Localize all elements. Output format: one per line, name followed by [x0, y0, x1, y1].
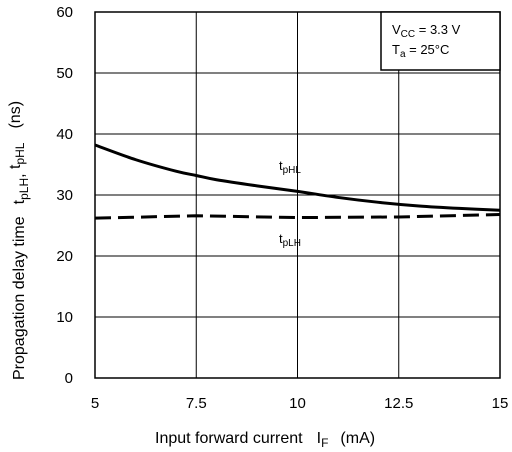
series-label-main: t	[279, 158, 283, 173]
y-axis-label-subscript: pLH	[17, 178, 31, 200]
y-tick-label: 40	[56, 126, 73, 143]
condition-subscript: a	[400, 49, 406, 60]
x-tick-label: 15	[492, 395, 509, 412]
y-tick-label: 50	[56, 65, 73, 82]
x-tick-label: 7.5	[186, 395, 207, 412]
y-tick-labels: 0 10 20 30 40 50 60	[56, 4, 73, 387]
series-line-tpHL	[94, 143, 501, 212]
x-axis-label-subscript: F	[321, 436, 328, 450]
y-axis-label-unit: (ns)	[7, 101, 24, 129]
y-axis-label-main: Propagation delay time	[11, 216, 28, 380]
series-label-tpLH: tpLH	[279, 231, 301, 249]
series-label-main: t	[279, 231, 283, 246]
condition-value: = 25°C	[406, 42, 450, 57]
y-axis-label-symbol: t	[7, 164, 24, 169]
plot-frame	[94, 11, 501, 379]
condition-text: VCC = 3.3 V	[392, 22, 461, 40]
condition-subscript: CC	[401, 29, 415, 40]
condition-symbol: V	[392, 22, 401, 37]
series-label-sub: pLH	[283, 238, 301, 249]
condition-symbol: T	[392, 42, 400, 57]
x-axis-label-symbol: I	[317, 430, 321, 447]
grid-lines	[95, 12, 500, 378]
condition-text: Ta = 25°C	[392, 42, 449, 60]
y-axis-label-subscript: pHL	[13, 142, 27, 164]
condition-value: = 3.3 V	[415, 22, 460, 37]
y-tick-label: 60	[56, 4, 73, 21]
y-tick-label: 0	[65, 370, 73, 387]
y-axis-label-text: Propagation delay timetpLH, tpHL(ns)	[7, 101, 31, 380]
x-axis-label: Input forward current IF (mA)	[155, 430, 375, 450]
y-axis-label-symbol: ,	[11, 169, 28, 178]
x-tick-label: 5	[91, 395, 99, 412]
series-line-tpLH	[94, 213, 501, 220]
series-label-sub: pHL	[283, 165, 302, 176]
conditions-box: VCC = 3.3 V Ta = 25°C	[380, 11, 501, 71]
x-axis-label-main: Input forward current	[155, 430, 303, 447]
y-axis-label: Propagation delay timetpLH, tpHL(ns)	[7, 101, 31, 380]
x-axis-label-text: Input forward current IF (mA)	[155, 430, 375, 450]
y-tick-label: 10	[56, 309, 73, 326]
x-tick-label: 12.5	[384, 395, 413, 412]
y-axis-label-symbol: t	[11, 199, 28, 204]
series-label-tpHL: tpHL	[279, 158, 301, 176]
series-group	[94, 143, 501, 220]
x-axis-label-unit: (mA)	[340, 430, 375, 447]
y-tick-label: 20	[56, 248, 73, 265]
x-tick-labels: 5 7.5 10 12.5 15	[91, 395, 509, 412]
conditions-box-frame	[380, 11, 501, 71]
x-tick-label: 10	[289, 395, 306, 412]
y-tick-label: 30	[56, 187, 73, 204]
